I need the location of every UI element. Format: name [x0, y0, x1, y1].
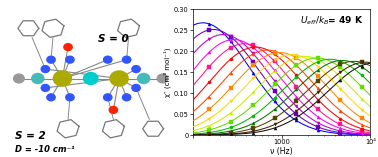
- Circle shape: [64, 44, 72, 51]
- Circle shape: [47, 94, 55, 101]
- Circle shape: [32, 73, 44, 84]
- X-axis label: ν (Hz): ν (Hz): [270, 147, 293, 156]
- Circle shape: [84, 73, 98, 84]
- Circle shape: [122, 56, 131, 63]
- Circle shape: [66, 56, 74, 63]
- Circle shape: [104, 56, 112, 63]
- Circle shape: [47, 56, 55, 63]
- Circle shape: [157, 74, 168, 83]
- Circle shape: [109, 106, 118, 113]
- Circle shape: [104, 94, 112, 101]
- Circle shape: [41, 66, 50, 73]
- Circle shape: [132, 84, 140, 91]
- Circle shape: [14, 74, 24, 83]
- Circle shape: [66, 94, 74, 101]
- Text: D = -10 cm⁻¹: D = -10 cm⁻¹: [15, 145, 75, 154]
- Circle shape: [110, 71, 128, 86]
- Circle shape: [41, 84, 50, 91]
- Text: $\mathit{U_{eff}/k_B}$= 49 K: $\mathit{U_{eff}/k_B}$= 49 K: [300, 14, 363, 27]
- Circle shape: [138, 73, 150, 84]
- Text: S = 2: S = 2: [15, 131, 46, 141]
- Circle shape: [122, 94, 131, 101]
- Y-axis label: χ″ (cm³ mol⁻¹): χ″ (cm³ mol⁻¹): [163, 47, 171, 97]
- Circle shape: [132, 66, 140, 73]
- Text: S = 0: S = 0: [98, 34, 129, 44]
- Circle shape: [53, 71, 71, 86]
